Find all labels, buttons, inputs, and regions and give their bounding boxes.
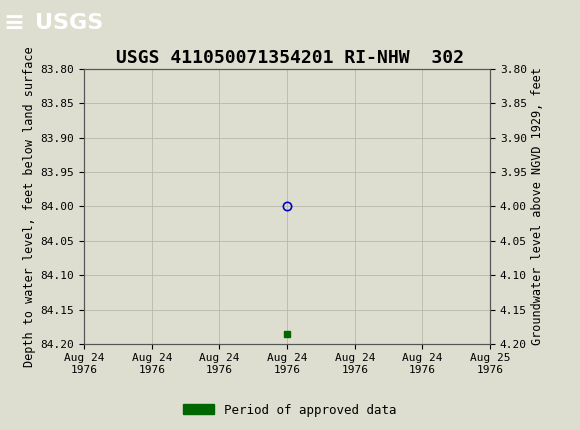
Y-axis label: Depth to water level, feet below land surface: Depth to water level, feet below land su… [23,46,37,367]
Text: USGS: USGS [35,12,103,33]
Text: USGS 411050071354201 RI-NHW  302: USGS 411050071354201 RI-NHW 302 [116,49,464,67]
Legend: Period of approved data: Period of approved data [178,399,402,421]
Text: ≡: ≡ [3,11,24,34]
Y-axis label: Groundwater level above NGVD 1929, feet: Groundwater level above NGVD 1929, feet [531,68,544,345]
